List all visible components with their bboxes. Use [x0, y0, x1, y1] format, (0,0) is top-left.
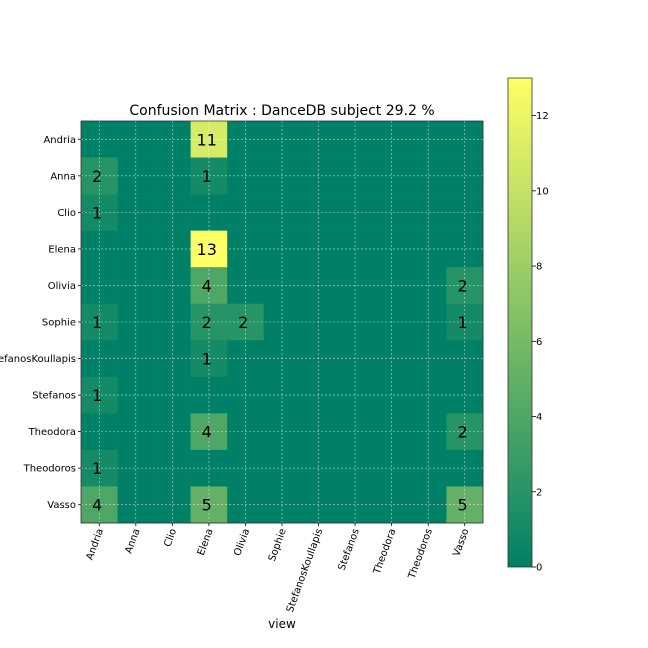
- cell-value-label: 2: [457, 276, 467, 295]
- x-tick-label: Andria: [85, 527, 106, 561]
- heatmap-cell: [373, 194, 411, 231]
- colorbar-tick-label: 2: [536, 487, 542, 498]
- cell-value-label: 1: [202, 350, 212, 369]
- x-tick-label: Sophie: [267, 527, 289, 563]
- y-tick-label: Andria: [43, 135, 76, 146]
- cell-value-label: 4: [92, 496, 102, 515]
- y-tick-label: Stefanos: [32, 391, 76, 402]
- x-tick-label: Theodoros: [406, 527, 435, 581]
- heatmap-cell: [81, 449, 118, 487]
- cell-value-label: 1: [92, 203, 102, 222]
- cell-value-label: 1: [92, 386, 102, 405]
- colorbar-tick-label: 8: [536, 262, 542, 273]
- y-tick-label: Theodora: [28, 427, 76, 438]
- x-tick-label: Clio: [162, 527, 179, 548]
- heatmap-cell: [81, 194, 118, 231]
- y-tick-label: Olivia: [48, 281, 76, 292]
- heatmap-cell: [81, 157, 118, 195]
- colorbar-tick-label: 0: [536, 563, 542, 574]
- heatmap-cell: [117, 157, 155, 195]
- cell-value-label: 5: [202, 496, 212, 515]
- heatmap-gridlines: [81, 121, 483, 523]
- y-tick-label: Theodoros: [23, 464, 76, 475]
- cell-value-label: 1: [457, 313, 467, 332]
- cell-value-label: 11: [197, 130, 217, 149]
- y-tick-labels: Andria Anna Clio Elena Olivia Sophie StefanosK…: [0, 135, 81, 511]
- heatmap-cell: [81, 413, 118, 451]
- chart-title: Confusion Matrix : DanceDB subject 29.2 …: [129, 103, 434, 119]
- heatmap-cell: [373, 413, 411, 451]
- heatmap-cell: [154, 449, 191, 487]
- cell-value-label: 2: [92, 167, 102, 186]
- cell-value-label: 1: [92, 459, 102, 478]
- cell-value-label: 2: [457, 423, 467, 442]
- heatmap-cell: [81, 121, 118, 158]
- x-axis-label: view: [268, 617, 296, 631]
- y-tick-label: Elena: [48, 244, 76, 255]
- heatmap-cell: [117, 194, 155, 231]
- y-tick-label: StefanosKoullapis: [0, 354, 76, 365]
- colorbar-tick-label: 4: [536, 412, 542, 423]
- x-tick-label: Elena: [196, 527, 216, 557]
- y-tick-label: Clio: [57, 208, 76, 219]
- heatmap-cell: [373, 449, 411, 487]
- cell-value-label: 5: [457, 496, 467, 515]
- cell-value-label: 1: [92, 313, 102, 332]
- y-tick-label: Vasso: [47, 500, 76, 511]
- heatmap-cell: [117, 121, 155, 158]
- x-tick-label: Theodora: [372, 527, 399, 576]
- colorbar-ticks: 0 2 4 6 8 10 12: [532, 111, 549, 574]
- heatmap-cell: [409, 157, 447, 195]
- x-tick-label: Anna: [124, 527, 143, 555]
- cell-value-label: 4: [202, 276, 212, 295]
- heatmap-cell: [117, 449, 155, 487]
- colorbar-tick-label: 6: [536, 337, 542, 348]
- heatmap-cell: [409, 449, 447, 487]
- x-tick-label: Stefanos: [337, 527, 362, 572]
- heatmap-cell: [409, 194, 447, 231]
- x-tick-label: Olivia: [232, 527, 252, 557]
- colorbar-tick-label: 12: [536, 111, 549, 122]
- heatmap-cell: [373, 121, 411, 158]
- colorbar-tick-label: 10: [536, 186, 549, 197]
- x-tick-label: Vasso: [451, 527, 471, 558]
- heatmap-cell: [154, 194, 191, 231]
- heatmap-cell: [154, 413, 191, 451]
- heatmap-cell: [409, 413, 447, 451]
- x-tick-labels: Andria Anna Clio Elena Olivia SophieStefanosK…: [85, 523, 472, 614]
- colorbar: [507, 77, 533, 568]
- heatmap-cell: [154, 157, 191, 195]
- x-tick-label: StefanosKoullapis: [285, 527, 326, 614]
- cell-value-label: 1: [202, 167, 212, 186]
- heatmap-cell: [409, 121, 447, 158]
- cell-value-label: 2: [202, 313, 212, 332]
- heatmap-cell: [373, 157, 411, 195]
- y-tick-label: Anna: [50, 171, 76, 182]
- heatmap-cell: [154, 121, 191, 158]
- cell-value-label: 2: [238, 313, 248, 332]
- heatmap-cell: [117, 413, 155, 451]
- cell-value-label: 4: [202, 423, 212, 442]
- y-tick-label: Sophie: [42, 318, 76, 329]
- cell-value-label: 13: [197, 240, 217, 259]
